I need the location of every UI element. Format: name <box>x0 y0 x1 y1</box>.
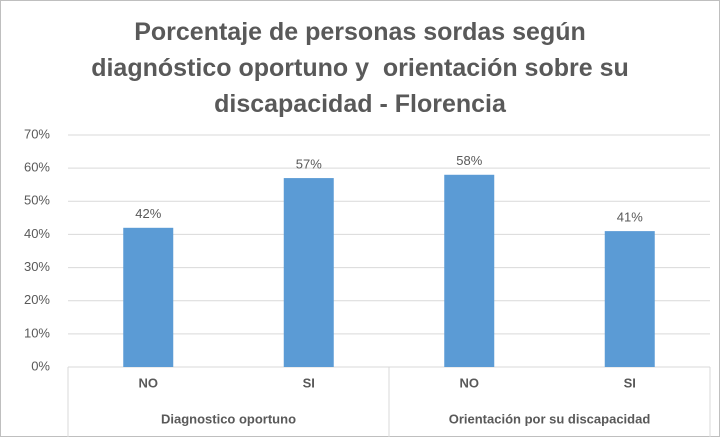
y-tick-label: 40% <box>24 226 50 241</box>
group-label: Orientación por su discapacidad <box>449 411 651 426</box>
y-tick-label: 10% <box>24 325 50 340</box>
y-tick-label: 60% <box>24 160 50 175</box>
data-label: 58% <box>456 153 482 168</box>
x-tick-label: SI <box>624 375 636 390</box>
bar <box>604 231 655 367</box>
bar <box>123 227 174 367</box>
bar <box>283 178 334 367</box>
chart-title: Porcentaje de personas sordas según diag… <box>91 18 636 118</box>
y-tick-label: 0% <box>31 358 50 373</box>
y-tick-label: 30% <box>24 259 50 274</box>
data-label: 57% <box>296 157 322 172</box>
data-label: 41% <box>617 210 643 225</box>
data-label: 42% <box>135 206 161 221</box>
x-tick-label: NO <box>460 375 480 390</box>
bar <box>444 174 495 367</box>
group-label: Diagnostico oportuno <box>161 411 296 426</box>
x-tick-label: NO <box>139 375 159 390</box>
x-tick-label: SI <box>303 375 315 390</box>
y-tick-label: 20% <box>24 292 50 307</box>
y-tick-label: 70% <box>24 126 50 141</box>
y-tick-label: 50% <box>24 193 50 208</box>
